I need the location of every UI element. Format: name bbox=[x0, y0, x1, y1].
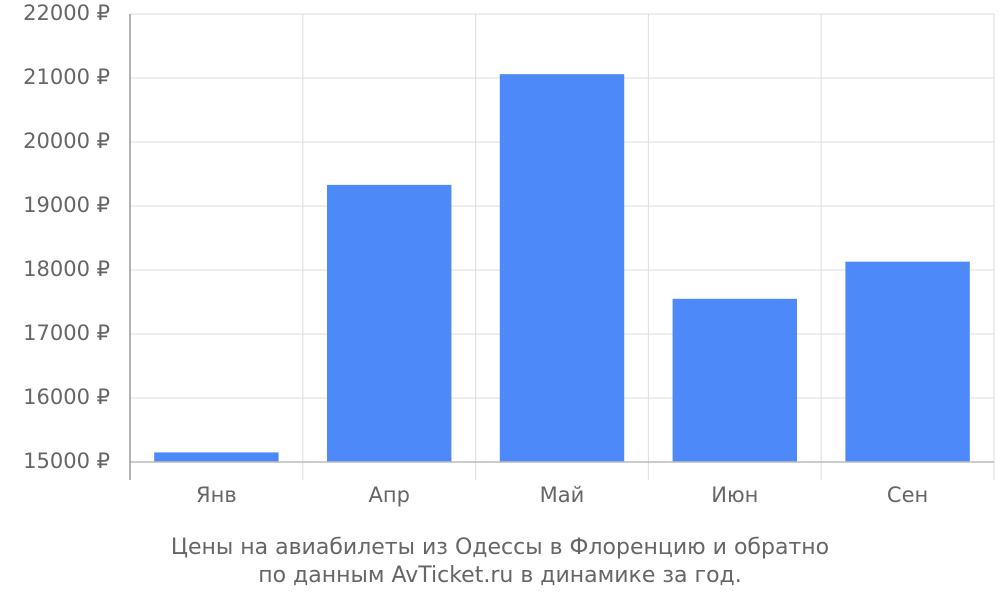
y-tick-label: 21000 ₽ bbox=[23, 65, 110, 89]
x-tick-label: Янв bbox=[196, 483, 237, 507]
x-tick-label: Май bbox=[540, 483, 585, 507]
y-tick-label: 17000 ₽ bbox=[23, 321, 110, 345]
y-tick-label: 19000 ₽ bbox=[23, 193, 110, 217]
caption-line: по данным AvTicket.ru в динамике за год. bbox=[258, 563, 742, 588]
y-tick-label: 16000 ₽ bbox=[23, 385, 110, 409]
y-tick-label: 15000 ₽ bbox=[23, 449, 110, 473]
x-tick-label: Апр bbox=[368, 483, 409, 507]
y-tick-label: 22000 ₽ bbox=[23, 1, 110, 25]
caption-line: Цены на авиабилеты из Одессы в Флоренцию… bbox=[171, 535, 829, 560]
bar bbox=[326, 184, 452, 462]
x-tick-label: Сен bbox=[887, 483, 928, 507]
bar bbox=[845, 261, 970, 462]
y-tick-label: 18000 ₽ bbox=[23, 257, 110, 281]
bar bbox=[499, 74, 625, 462]
y-tick-label: 20000 ₽ bbox=[23, 129, 110, 153]
bar bbox=[672, 298, 798, 462]
x-tick-label: Июн bbox=[711, 483, 758, 507]
bar bbox=[154, 452, 279, 462]
